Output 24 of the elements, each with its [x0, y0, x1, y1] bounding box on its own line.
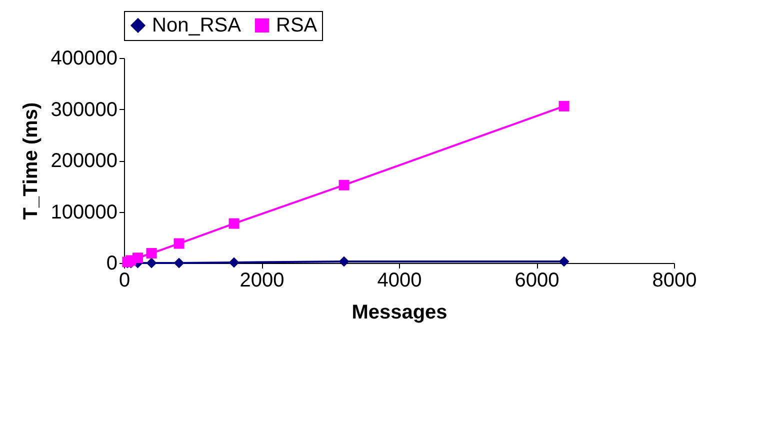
- x-tick-label: 2000: [240, 270, 284, 292]
- point: [146, 258, 157, 268]
- point: [132, 252, 143, 264]
- x-axis-title: Messages: [352, 302, 448, 324]
- y-tick-label: 400000: [50, 48, 118, 70]
- point: [228, 218, 240, 229]
- point: [174, 238, 184, 249]
- point: [174, 258, 184, 268]
- y-tick-label: 100000: [50, 201, 118, 224]
- legend-label: RSA: [276, 14, 318, 36]
- x-tick-label: 8000: [652, 270, 697, 292]
- x-tick-label: 6000: [514, 270, 560, 292]
- point: [558, 100, 570, 112]
- point: [338, 256, 350, 267]
- point: [558, 256, 570, 267]
- y-tick-label: 200000: [50, 150, 118, 172]
- point: [338, 180, 350, 190]
- y-tick-label: 0: [106, 252, 118, 274]
- legend-label: Non_RSA: [152, 14, 242, 36]
- point: [146, 248, 157, 259]
- x-tick-label: 4000: [377, 270, 422, 292]
- y-axis-title: T_Time (ms): [20, 102, 42, 220]
- point: [228, 257, 240, 268]
- y-tick-label: 300000: [50, 98, 118, 121]
